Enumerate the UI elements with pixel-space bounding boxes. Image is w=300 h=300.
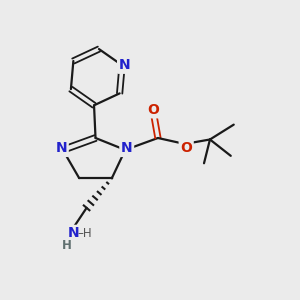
Text: H: H — [62, 239, 72, 252]
Text: O: O — [180, 140, 192, 154]
Text: O: O — [148, 103, 159, 117]
Text: –H: –H — [78, 226, 92, 240]
Text: N: N — [68, 226, 79, 240]
Text: N: N — [56, 141, 67, 155]
Text: N: N — [119, 58, 130, 72]
Text: N: N — [121, 141, 133, 155]
